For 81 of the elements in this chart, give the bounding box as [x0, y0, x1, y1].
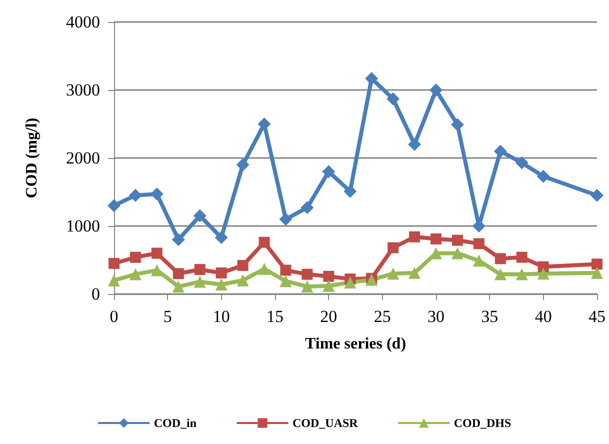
x-tick-label: 40 [534, 307, 552, 326]
point [430, 233, 442, 244]
point [494, 253, 506, 264]
point [452, 234, 463, 246]
y-tick-label: 4000 [66, 12, 100, 32]
point [108, 274, 120, 286]
point [516, 268, 528, 280]
point [409, 231, 420, 242]
point [130, 252, 141, 263]
x-tick-label: 15 [266, 307, 284, 326]
legend-label: COD_UASR [292, 416, 358, 430]
point [494, 268, 506, 280]
point [592, 258, 602, 270]
point [515, 156, 528, 170]
point [128, 188, 142, 202]
point [258, 236, 270, 248]
point [344, 184, 357, 198]
point [279, 212, 292, 226]
x-tick-label: 0 [110, 307, 118, 326]
point [538, 261, 549, 272]
point [302, 268, 313, 280]
legend-label: COD_DHS [454, 416, 512, 430]
y-axis-title: COD (mg/l) [24, 118, 40, 198]
point [430, 84, 442, 96]
point [172, 268, 184, 280]
point [408, 266, 421, 279]
point [387, 268, 400, 280]
point [236, 158, 250, 172]
point [194, 276, 206, 288]
y-tick-label: 3000 [66, 80, 100, 100]
point [388, 242, 399, 254]
point [536, 170, 550, 183]
x-axis-title: Time series (d) [304, 336, 406, 352]
x-tick-label: 5 [163, 307, 172, 326]
point [322, 280, 335, 292]
point [408, 138, 422, 151]
point [450, 118, 464, 132]
point [150, 264, 163, 276]
point [494, 144, 507, 158]
point [365, 72, 378, 85]
x-tick-label: 10 [212, 307, 230, 326]
point [516, 252, 528, 263]
x-tick-label: 25 [374, 307, 391, 326]
point [172, 233, 185, 246]
point [537, 268, 550, 280]
point [591, 266, 603, 279]
point [129, 268, 142, 280]
point [451, 247, 464, 260]
x-tick-label: 30 [428, 307, 444, 326]
point [300, 201, 314, 214]
point [108, 258, 120, 269]
point [194, 264, 206, 276]
point [472, 254, 485, 267]
point [344, 276, 356, 288]
x-tick-label: 20 [320, 307, 338, 326]
point [172, 280, 184, 293]
point [322, 165, 336, 178]
point [473, 238, 484, 250]
point [323, 270, 334, 282]
legend-label: COD_in [154, 416, 197, 430]
point [590, 188, 604, 202]
point [280, 275, 292, 288]
point [214, 231, 228, 244]
point [108, 199, 120, 212]
point [150, 188, 164, 201]
x-tick-label: 35 [481, 307, 498, 326]
point [193, 209, 206, 222]
point [216, 267, 227, 278]
point [236, 274, 249, 286]
x-tick-label: 45 [588, 307, 606, 326]
y-tick-label: 1000 [66, 216, 100, 236]
point [301, 280, 314, 293]
point [258, 118, 271, 130]
point [386, 92, 400, 106]
point [151, 248, 162, 259]
point [258, 262, 270, 275]
point [280, 264, 292, 276]
point [215, 278, 228, 290]
y-tick-label: 0 [92, 284, 100, 304]
point [237, 260, 248, 271]
y-tick-label: 2000 [66, 148, 100, 168]
